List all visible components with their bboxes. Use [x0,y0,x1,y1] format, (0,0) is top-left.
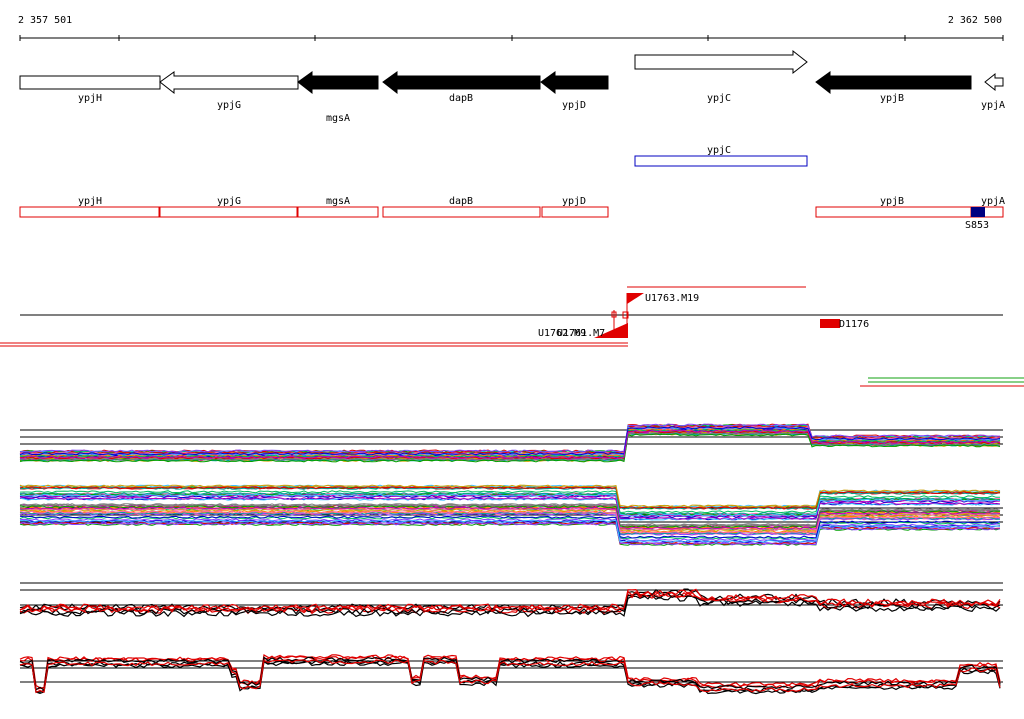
promoter-cluster[interactable]: U1762.M9 U1761.M7 [538,310,629,339]
expression-track-3 [19,582,1003,618]
expression-profile-line [19,518,1000,542]
red-feature-label: ypjG [217,196,241,207]
coordinate-ruler: 2 357 501 2 362 500 [18,15,1004,41]
expression-profile-line [19,510,1001,534]
expression-profile-line [19,522,1001,546]
promoter-d1176[interactable]: D1176 [820,319,869,330]
expression-track-1 [19,423,1003,463]
promoter-label: U1761.M7 [557,328,605,339]
gene-arrow[interactable] [297,71,379,95]
expression-profile-line [19,519,1001,543]
gene-mgsA[interactable]: mgsA [297,71,379,124]
gene-label: ypjA [981,100,1005,111]
gene-track: ypjH ypjG mgsA dapB ypjD ypjC ypjB ypjA [19,49,1005,124]
expression-profile-line [19,486,1001,510]
range-start-label: 2 357 501 [18,15,72,26]
expression-profile-line [20,506,1001,530]
expression-profile-line [19,660,1001,695]
red-feature-box[interactable] [541,206,609,218]
red-feature-box[interactable] [159,206,298,218]
gene-label: mgsA [326,113,350,124]
red-feature-label: dapB [449,196,473,207]
expression-profile-line [19,424,1001,454]
red-feature-label: ypjH [78,196,102,207]
blue-feature-track: ypjC [634,145,808,167]
expression-profile-line [19,493,1001,517]
gene-label: ypjB [880,93,904,104]
gene-ypjH[interactable]: ypjH [19,75,161,104]
expression-profile-line [19,433,1001,463]
promoter-flag[interactable] [627,293,644,304]
expression-profile-line [19,490,1000,514]
expression-profile-line [19,588,1001,611]
gene-label: dapB [449,93,473,104]
red-feature-label: ypjD [562,196,586,207]
promoter-flag[interactable] [594,323,628,338]
range-end-label: 2 362 500 [948,15,1002,26]
red-feature-label: ypjB [880,196,904,207]
gene-label: ypjH [78,93,102,104]
gene-ypjD[interactable]: ypjD [540,71,609,111]
expression-profile-line [19,511,1000,535]
gene-label: ypjG [217,100,241,111]
gene-ypjC[interactable]: ypjC [634,49,808,104]
promoter-flag[interactable] [820,319,840,328]
gene-label: ypjC [707,93,731,104]
marker-label: S853 [965,220,989,231]
gene-label: ypjD [562,100,586,111]
expression-profile-line [19,507,1001,531]
red-feature-track: ypjH ypjG mgsA dapB ypjD ypjB ypjA S853 [19,196,1005,231]
gene-arrow[interactable] [19,75,161,90]
expression-profile-line [19,496,1001,520]
blue-feature-box[interactable] [634,155,808,167]
gene-arrow[interactable] [984,72,1004,92]
red-feature-label: mgsA [326,196,350,207]
expression-profile-line [20,423,1000,453]
expression-track-4 [19,654,1003,695]
gene-ypjG[interactable]: ypjG [159,71,299,111]
red-feature-box[interactable] [382,206,541,218]
red-feature-label: ypjA [981,196,1005,207]
expression-profile-line [19,659,1001,694]
expression-profile-line [19,426,1001,456]
gene-arrow[interactable] [634,49,808,75]
gene-arrow[interactable] [382,71,541,95]
red-feature-box[interactable] [19,206,160,218]
expression-profile-line [19,492,1001,516]
expression-profile-line [19,592,1001,616]
gene-dapB[interactable]: dapB [382,71,541,104]
promoter-label: U1762.M9 [538,328,586,339]
gene-arrow[interactable] [159,71,299,95]
expression-profile-line [19,522,1001,547]
gene-arrow[interactable] [815,71,972,95]
red-feature-box[interactable] [815,206,972,218]
gene-arrow[interactable] [540,71,609,95]
red-feature-box[interactable] [297,206,379,218]
expression-track-2 [19,484,1003,547]
expression-profile-line [19,431,1001,461]
expression-profile-line [19,504,1001,528]
promoter-label: U1763.M19 [645,293,699,304]
expression-profile-line [19,590,1001,613]
gene-ypjB[interactable]: ypjB [815,71,972,104]
expression-profile-line [19,484,1001,508]
expression-profile-line [19,515,1001,539]
promoter-marker [611,311,617,318]
marker-block[interactable] [971,207,985,217]
promoter-marker [622,311,629,319]
promoter-track: U1763.M19 U1762.M9 U1761.M7 D1176 [0,286,1024,387]
ruler-ticks [19,35,1004,41]
expression-profile-line [19,594,1001,618]
promoter-label: D1176 [839,319,869,330]
expression-profile-line [19,494,1001,519]
expression-profile-line [19,429,1001,459]
expression-profile-line [19,656,1001,692]
blue-feature-label: ypjC [707,145,731,156]
gene-ypjA[interactable]: ypjA [981,72,1005,111]
